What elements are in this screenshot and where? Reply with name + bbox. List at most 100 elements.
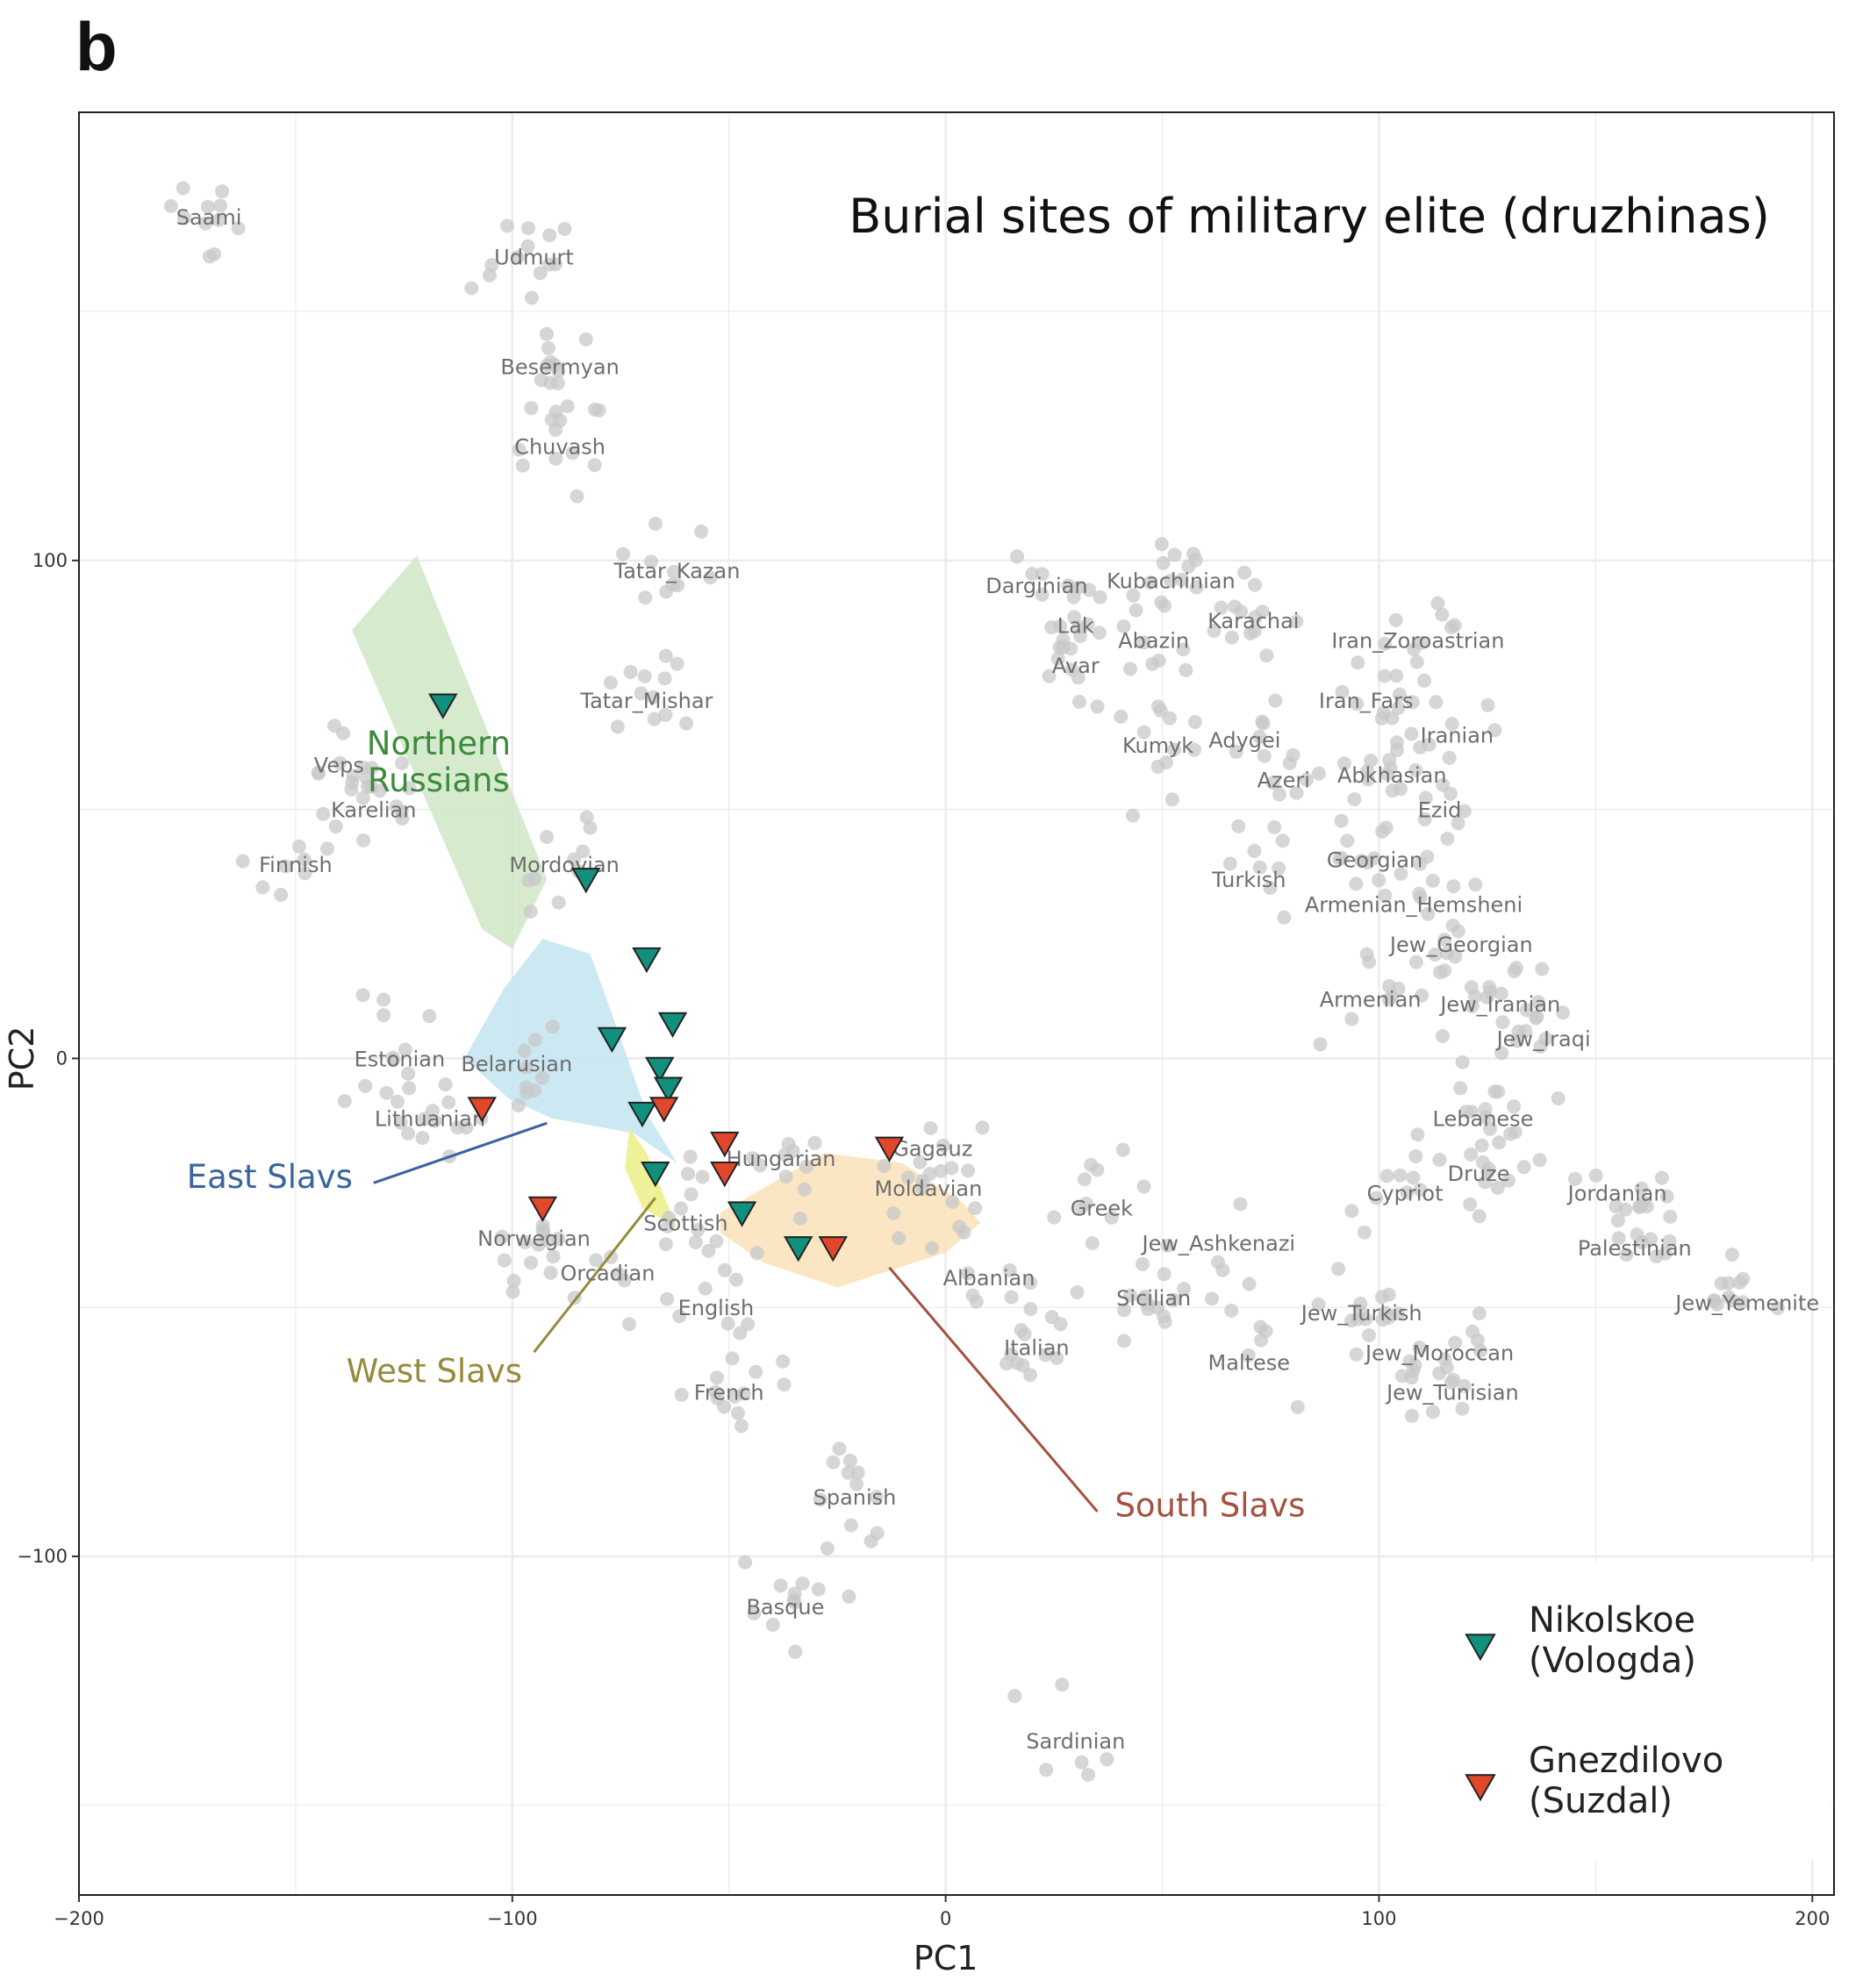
reference-point — [545, 1019, 560, 1034]
reference-point — [1444, 1375, 1458, 1390]
reference-point — [395, 755, 410, 770]
population-label: Kubachinian — [1107, 569, 1236, 594]
reference-point — [1516, 1160, 1531, 1175]
population-label: Iranian — [1421, 724, 1494, 748]
reference-point — [1038, 1348, 1053, 1362]
reference-point — [515, 458, 530, 473]
reference-point — [464, 281, 479, 296]
reference-point — [611, 1267, 626, 1282]
reference-point — [1378, 636, 1393, 651]
region-label: Northern Russians — [367, 725, 511, 799]
reference-point — [1047, 1210, 1062, 1225]
reference-point — [1529, 1011, 1544, 1026]
reference-point — [1347, 792, 1362, 806]
reference-point — [1064, 662, 1079, 677]
reference-point — [459, 1120, 474, 1135]
reference-point — [731, 1405, 745, 1420]
population-label: Hungarian — [727, 1147, 836, 1171]
y-tick-label: −100 — [17, 1546, 68, 1567]
reference-point — [1117, 1303, 1132, 1318]
reference-point — [1478, 1102, 1493, 1117]
reference-point — [877, 1158, 892, 1173]
legend-label-line: Nikolskoe — [1529, 1600, 1695, 1641]
reference-point — [1189, 580, 1204, 595]
reference-point — [1443, 786, 1458, 801]
reference-point — [1421, 906, 1436, 921]
x-axis-title: PC1 — [914, 1939, 978, 1977]
reference-point — [1136, 635, 1151, 650]
reference-point — [510, 250, 525, 265]
reference-point — [1442, 750, 1457, 765]
reference-point — [1735, 1295, 1750, 1310]
reference-point — [497, 1253, 512, 1268]
reference-point — [945, 1194, 960, 1209]
reference-point — [546, 1249, 561, 1264]
reference-point — [683, 1149, 698, 1164]
reference-point — [694, 524, 709, 539]
reference-point — [1391, 981, 1406, 996]
reference-point — [658, 707, 673, 722]
leader-lines — [373, 1121, 1099, 1512]
reference-point — [1495, 1015, 1510, 1030]
reference-point — [1137, 1290, 1152, 1304]
reference-point — [691, 1222, 706, 1237]
reference-point — [1082, 583, 1097, 597]
reference-point — [1044, 620, 1059, 635]
reference-point — [1017, 1327, 1032, 1341]
reference-point — [1164, 792, 1179, 807]
reference-point — [725, 1351, 740, 1366]
reference-point — [666, 577, 680, 592]
reference-point — [402, 781, 417, 796]
reference-point — [1417, 673, 1432, 688]
reference-point — [363, 779, 378, 794]
reference-point — [1709, 1297, 1724, 1312]
population-label: Abkhasian — [1337, 763, 1447, 788]
reference-point — [944, 1161, 959, 1176]
reference-point — [1567, 1171, 1582, 1186]
reference-point — [648, 517, 663, 531]
reference-point — [1375, 1312, 1390, 1327]
region-hull — [720, 1153, 981, 1288]
reference-point — [1437, 933, 1452, 948]
reference-point — [610, 719, 625, 734]
reference-point — [1353, 1297, 1368, 1311]
legend-label-line: (Vologda) — [1529, 1641, 1696, 1681]
reference-point — [1426, 1405, 1440, 1419]
chart-title: Burial sites of military elite (druzhina… — [849, 189, 1770, 244]
reference-point — [1078, 1172, 1092, 1187]
reference-point — [1156, 555, 1171, 570]
reference-point — [1432, 1153, 1447, 1167]
reference-point — [1311, 1297, 1326, 1312]
reference-point — [415, 1131, 430, 1145]
reference-point — [500, 218, 514, 233]
reference-point — [638, 590, 653, 605]
reference-point — [637, 669, 652, 683]
reference-point — [393, 1115, 408, 1130]
leader-line — [888, 1266, 1099, 1512]
reference-point — [1151, 654, 1166, 668]
reference-point — [591, 403, 606, 418]
population-label: Greek — [1071, 1197, 1133, 1221]
reference-point — [647, 712, 662, 726]
reference-point — [1487, 1084, 1502, 1099]
reference-point — [698, 1281, 713, 1296]
reference-point — [1286, 747, 1300, 762]
reference-point — [616, 547, 630, 561]
reference-point — [1501, 1173, 1515, 1188]
reference-point — [506, 1274, 521, 1288]
reference-point — [710, 1391, 725, 1405]
population-label: Iran_Zoroastrian — [1331, 629, 1504, 654]
reference-point — [1336, 756, 1351, 771]
leader-line — [533, 1197, 656, 1354]
reference-point — [1425, 873, 1440, 888]
reference-point — [1222, 856, 1237, 871]
reference-point — [672, 1309, 687, 1324]
reference-point — [1351, 655, 1365, 670]
reference-point — [1634, 1181, 1649, 1196]
reference-point — [1448, 1335, 1463, 1350]
reference-point — [1404, 726, 1419, 741]
reference-point — [684, 1187, 699, 1202]
reference-point — [1042, 669, 1057, 683]
reference-point — [1507, 964, 1522, 978]
reference-point — [634, 686, 648, 701]
